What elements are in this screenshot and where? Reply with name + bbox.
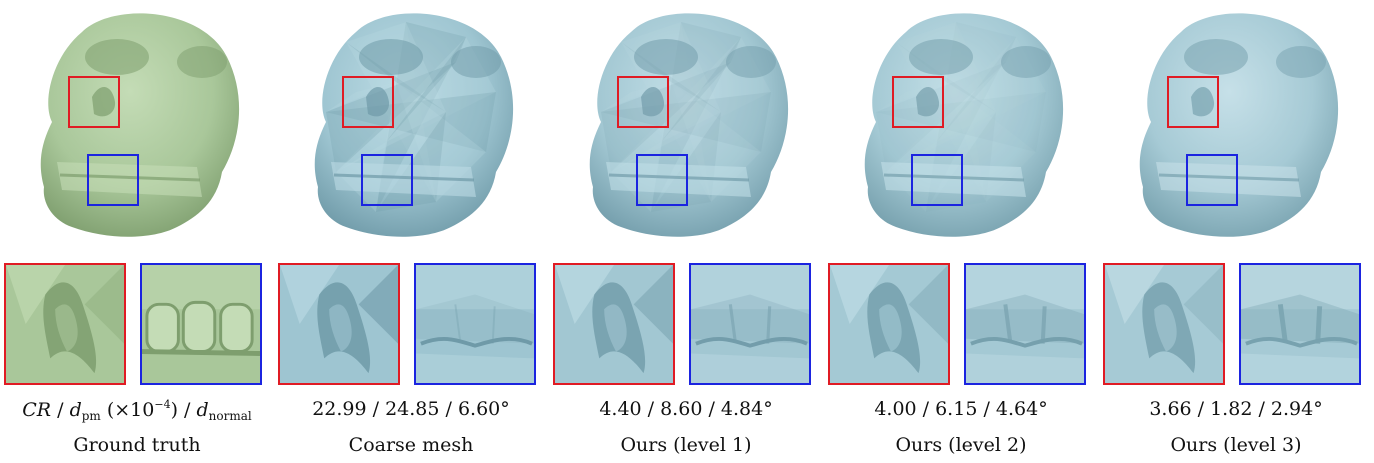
- zoom-nose: [278, 263, 400, 385]
- skull-svg: [40, 13, 240, 237]
- zoom-teeth: [689, 263, 811, 385]
- metric-values: 4.00 / 6.15 / 4.64°: [874, 398, 1048, 420]
- metric-values: 4.40 / 8.60 / 4.84°: [599, 398, 773, 420]
- skull-render: [286, 2, 536, 250]
- metric-values: 22.99 / 24.85 / 6.60°: [312, 398, 510, 420]
- teeth-patch: [416, 265, 534, 383]
- skull-render: [561, 2, 811, 250]
- zoom-teeth: [414, 263, 536, 385]
- teeth-patch: [966, 265, 1084, 383]
- zoom-teeth: [140, 263, 262, 385]
- metric-legend: CR / dpm (×10−4) / dnormal: [22, 398, 252, 423]
- skull-render: [836, 2, 1086, 250]
- nose-patch: [555, 265, 673, 383]
- zoom-nose: [553, 263, 675, 385]
- caption: Ours (level 2): [895, 434, 1027, 456]
- teeth-patch: [1241, 265, 1359, 383]
- column-level-2: 4.00 / 6.15 / 4.64° Ours (level 2): [824, 0, 1098, 463]
- caption: Coarse mesh: [348, 434, 474, 456]
- teeth-patch: [142, 265, 260, 383]
- skull-svg: [314, 13, 514, 237]
- column-ground-truth: CR / dpm (×10−4) / dnormal Ground truth: [0, 0, 274, 463]
- skull-render: [12, 2, 262, 250]
- zoom-nose: [4, 263, 126, 385]
- teeth-patch: [691, 265, 809, 383]
- nose-patch: [280, 265, 398, 383]
- column-level-3: 3.66 / 1.82 / 2.94° Ours (level 3): [1099, 0, 1373, 463]
- skull-svg: [864, 13, 1064, 237]
- caption: Ground truth: [73, 434, 201, 456]
- zoom-teeth: [1239, 263, 1361, 385]
- nose-patch: [1105, 265, 1223, 383]
- nose-patch: [6, 265, 124, 383]
- metric-values: 3.66 / 1.82 / 2.94°: [1149, 398, 1323, 420]
- zoom-nose: [828, 263, 950, 385]
- skull-svg: [589, 13, 789, 237]
- skull-svg: [1139, 13, 1339, 237]
- caption: Ours (level 3): [1170, 434, 1302, 456]
- column-coarse: 22.99 / 24.85 / 6.60° Coarse mesh: [274, 0, 548, 463]
- column-level-1: 4.40 / 8.60 / 4.84° Ours (level 1): [549, 0, 823, 463]
- nose-patch: [830, 265, 948, 383]
- zoom-nose: [1103, 263, 1225, 385]
- zoom-teeth: [964, 263, 1086, 385]
- caption: Ours (level 1): [620, 434, 752, 456]
- skull-render: [1111, 2, 1361, 250]
